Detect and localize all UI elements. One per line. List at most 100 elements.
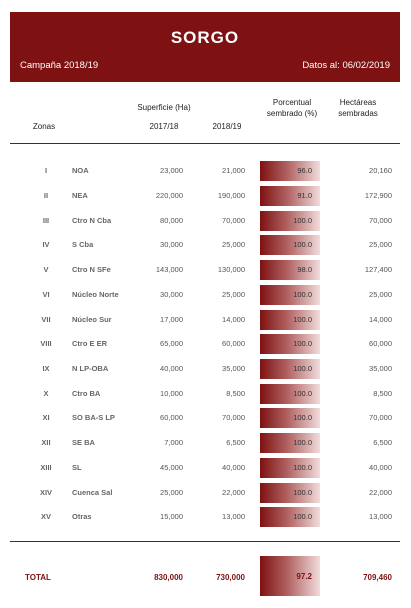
table-row: III Ctro N Cba 80,000 70,000 100.0 70,000: [10, 210, 400, 232]
percent-sown-value: 96.0: [297, 166, 312, 175]
percent-sown-cell: 100.0: [260, 285, 320, 305]
percent-sown-value: 100.0: [293, 290, 312, 299]
surface-2017-18: 40,000: [160, 364, 183, 373]
percent-sown-cell: 98.0: [260, 260, 320, 280]
percent-sown-value: 100.0: [293, 413, 312, 422]
surface-2017-18: 10,000: [160, 389, 183, 398]
total-label: TOTAL: [25, 573, 51, 582]
percent-sown-value: 91.0: [297, 191, 312, 200]
header-porcentual-line2: sembrado (%): [266, 109, 318, 118]
percent-sown-cell: 100.0: [260, 483, 320, 503]
percent-sown-value: 100.0: [293, 512, 312, 521]
surface-2017-18: 220,000: [155, 191, 183, 200]
surface-2018-19: 190,000: [217, 191, 245, 200]
zone-number: VII: [41, 315, 51, 324]
surface-2018-19: 70,000: [222, 216, 245, 225]
header-hectareas-line2: sembradas: [338, 109, 378, 118]
table-row: VIII Ctro E ER 65,000 60,000 100.0 60,000: [10, 333, 400, 355]
zone-name: Ctro N SFe: [72, 265, 111, 274]
hectares-sown: 40,000: [369, 463, 392, 472]
total-percent-sown-value: 97.2: [296, 572, 312, 581]
zone-name: Ctro BA: [72, 389, 101, 398]
surface-2018-19: 14,000: [222, 315, 245, 324]
total-percent-sown-cell: 97.2: [260, 556, 320, 596]
percent-sown-value: 98.0: [297, 265, 312, 274]
surface-2017-18: 30,000: [160, 290, 183, 299]
percent-sown-cell: 100.0: [260, 359, 320, 379]
zone-name: Núcleo Norte: [72, 290, 119, 299]
percent-sown-cell: 100.0: [260, 507, 320, 527]
zone-name: Ctro E ER: [72, 339, 108, 348]
percent-sown-value: 100.0: [293, 389, 312, 398]
total-surface-2017-18: 830,000: [154, 573, 183, 582]
header-superficie: Superficie (Ha): [137, 103, 191, 112]
total-surface-2018-19: 730,000: [216, 573, 245, 582]
percent-sown-cell: 100.0: [260, 408, 320, 428]
zone-number: V: [43, 265, 49, 274]
percent-sown-value: 100.0: [293, 216, 312, 225]
table-row: I NOA 23,000 21,000 96.0 20,160: [10, 160, 400, 182]
hectares-sown: 8,500: [373, 389, 392, 398]
surface-2018-19: 40,000: [222, 463, 245, 472]
surface-2017-18: 65,000: [160, 339, 183, 348]
table-row: XIII SL 45,000 40,000 100.0 40,000: [10, 457, 400, 479]
surface-2018-19: 13,000: [222, 512, 245, 521]
zone-name: SE BA: [72, 438, 95, 447]
hectares-sown: 13,000: [369, 512, 392, 521]
hectares-sown: 14,000: [369, 315, 392, 324]
surface-2018-19: 8,500: [226, 389, 245, 398]
surface-2017-18: 17,000: [160, 315, 183, 324]
zone-name: Núcleo Sur: [72, 315, 112, 324]
percent-sown-cell: 96.0: [260, 161, 320, 181]
header-hectareas-line1: Hectáreas: [339, 98, 377, 107]
surface-2017-18: 60,000: [160, 413, 183, 422]
table-row: II NEA 220,000 190,000 91.0 172,900: [10, 185, 400, 207]
percent-sown-cell: 100.0: [260, 235, 320, 255]
header-year-1: 2017/18: [149, 122, 179, 131]
table-row: IX N LP-OBA 40,000 35,000 100.0 35,000: [10, 358, 400, 380]
hectares-sown: 6,500: [373, 438, 392, 447]
surface-2018-19: 70,000: [222, 413, 245, 422]
zone-number: XIV: [39, 488, 53, 497]
percent-sown-cell: 100.0: [260, 433, 320, 453]
percent-sown-cell: 100.0: [260, 384, 320, 404]
zone-name: SO BA-S LP: [72, 413, 115, 422]
percent-sown-value: 100.0: [293, 438, 312, 447]
surface-2018-19: 35,000: [222, 364, 245, 373]
zone-name: NEA: [72, 191, 88, 200]
zone-number: IX: [42, 364, 50, 373]
surface-2017-18: 23,000: [160, 166, 183, 175]
percent-sown-cell: 100.0: [260, 334, 320, 354]
header-divider: [10, 143, 400, 144]
table-row: XIV Cuenca Sal 25,000 22,000 100.0 22,000: [10, 482, 400, 504]
surface-2017-18: 15,000: [160, 512, 183, 521]
surface-2018-19: 21,000: [222, 166, 245, 175]
zone-number: II: [43, 191, 49, 200]
zone-name: NOA: [72, 166, 89, 175]
hectares-sown: 70,000: [369, 216, 392, 225]
surface-2017-18: 30,000: [160, 240, 183, 249]
hectares-sown: 35,000: [369, 364, 392, 373]
percent-sown-cell: 100.0: [260, 211, 320, 231]
surface-2017-18: 7,000: [164, 438, 183, 447]
surface-2017-18: 80,000: [160, 216, 183, 225]
zone-number: XI: [42, 413, 50, 422]
table-row: VI Núcleo Norte 30,000 25,000 100.0 25,000: [10, 284, 400, 306]
hectares-sown: 25,000: [369, 290, 392, 299]
percent-sown-value: 100.0: [293, 339, 312, 348]
percent-sown-value: 100.0: [293, 488, 312, 497]
surface-2017-18: 143,000: [155, 265, 183, 274]
table-row: VII Núcleo Sur 17,000 14,000 100.0 14,000: [10, 309, 400, 331]
header-year-2: 2018/19: [212, 122, 242, 131]
table-row: X Ctro BA 10,000 8,500 100.0 8,500: [10, 383, 400, 405]
table-row: XII SE BA 7,000 6,500 100.0 6,500: [10, 432, 400, 454]
zone-number: I: [44, 166, 48, 175]
zone-name: SL: [72, 463, 82, 472]
table-row: XV Otras 15,000 13,000 100.0 13,000: [10, 506, 400, 528]
zone-number: VI: [42, 290, 50, 299]
data-date-label: Datos al: 06/02/2019: [302, 60, 390, 71]
zone-name: Ctro N Cba: [72, 216, 112, 225]
total-hectares-sown: 709,460: [363, 573, 392, 582]
hectares-sown: 127,400: [364, 265, 392, 274]
header-porcentual-line1: Porcentual: [272, 98, 312, 107]
